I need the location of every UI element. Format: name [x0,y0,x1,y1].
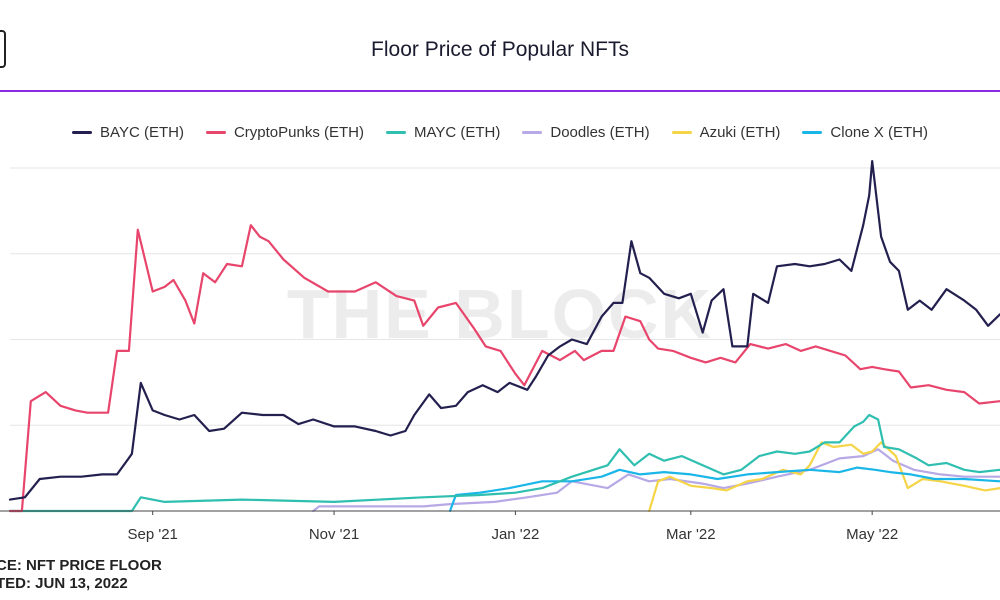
series-line-doodles-eth [312,448,1000,513]
legend-label: CryptoPunks (ETH) [233,124,364,141]
legend-swatch [72,131,93,134]
legend-swatch [671,131,692,134]
legend-item: BAYC (ETH) [72,124,184,141]
x-tick-label: Nov '21 [309,526,359,543]
x-axis-ticks: Sep '21 Nov '21 Jan '22 Mar '22 May '22 [127,511,898,543]
series-line-clone-x-eth [448,466,1000,513]
title-divider [0,90,1000,92]
x-tick-label: Jan '22 [491,526,539,543]
chart-grid [10,167,1000,426]
legend-item: Azuki (ETH) [671,124,781,141]
legend-label: MAYC (ETH) [413,124,501,141]
legend-label: Clone X (ETH) [830,124,928,141]
series-lines [8,160,1000,513]
legend-swatch [385,131,406,134]
x-tick-label: May '22 [846,526,898,543]
legend-item: Doodles (ETH) [522,124,650,141]
watermark: THE BLOCK [287,275,713,353]
source-note: CE: NFT PRICE FLOOR [0,557,162,574]
legend-item: CryptoPunks (ETH) [205,124,364,141]
legend-label: Azuki (ETH) [699,124,781,141]
window-corner-tab [0,30,6,68]
series-line-azuki-eth [648,441,1000,513]
updated-note: TED: JUN 13, 2022 [0,575,128,592]
x-tick-label: Sep '21 [127,526,177,543]
legend-label: BAYC (ETH) [100,124,184,141]
legend-swatch [802,131,823,134]
series-line-bayc-eth [8,160,1000,501]
x-tick-label: Mar '22 [666,526,716,543]
series-line-cryptopunks-eth [8,224,1000,513]
series-line-mayc-eth [8,413,1000,513]
legend-item: MAYC (ETH) [385,124,501,141]
chart-title: Floor Price of Popular NFTs [371,38,629,61]
legend-swatch [205,131,226,134]
legend-item: Clone X (ETH) [802,124,928,141]
legend-swatch [522,131,543,134]
legend-label: Doodles (ETH) [550,124,650,141]
chart-legend: BAYC (ETH) CryptoPunks (ETH) MAYC (ETH) Doo… [0,124,1000,141]
